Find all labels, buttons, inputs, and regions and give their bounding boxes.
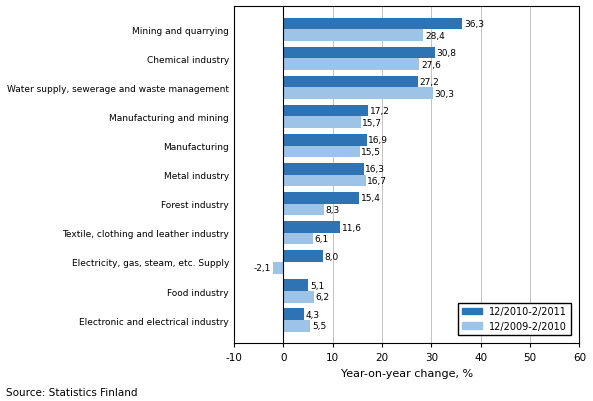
Text: 16,3: 16,3 [365, 165, 385, 174]
Bar [283, 233, 313, 245]
Bar [283, 164, 364, 175]
Bar [283, 320, 310, 332]
Bar [283, 48, 435, 59]
Bar [283, 175, 366, 187]
Bar [283, 105, 368, 117]
Text: 16,7: 16,7 [367, 176, 387, 186]
Bar [283, 291, 314, 303]
Bar [283, 279, 308, 291]
Text: Source: Statistics Finland: Source: Statistics Finland [6, 387, 138, 397]
Text: 27,2: 27,2 [419, 78, 439, 87]
X-axis label: Year-on-year change, %: Year-on-year change, % [340, 368, 473, 378]
Text: 8,3: 8,3 [326, 206, 340, 215]
Text: 5,1: 5,1 [310, 281, 324, 290]
Bar [283, 309, 304, 320]
Bar [283, 222, 340, 233]
Bar [283, 77, 417, 88]
Bar [283, 135, 366, 146]
Text: 4,3: 4,3 [306, 310, 320, 319]
Bar [283, 30, 423, 42]
Text: 30,8: 30,8 [437, 49, 457, 58]
Text: 11,6: 11,6 [342, 223, 362, 232]
Bar [283, 146, 360, 158]
Text: 6,1: 6,1 [315, 235, 329, 243]
Text: 8,0: 8,0 [324, 252, 339, 261]
Text: 28,4: 28,4 [425, 31, 445, 41]
Text: 17,2: 17,2 [369, 107, 390, 116]
Text: 15,7: 15,7 [362, 119, 382, 128]
Text: 36,3: 36,3 [464, 20, 484, 29]
Bar [273, 262, 283, 274]
Bar [283, 117, 361, 129]
Bar [283, 251, 323, 262]
Bar [283, 59, 419, 71]
Text: 15,4: 15,4 [361, 194, 381, 203]
Bar [283, 88, 433, 100]
Bar [283, 204, 324, 216]
Text: 15,5: 15,5 [361, 148, 381, 156]
Legend: 12/2010-2/2011, 12/2009-2/2010: 12/2010-2/2011, 12/2009-2/2010 [458, 303, 571, 335]
Bar [283, 18, 463, 30]
Text: 6,2: 6,2 [315, 293, 330, 302]
Text: 27,6: 27,6 [421, 61, 441, 69]
Bar [283, 192, 359, 204]
Text: 30,3: 30,3 [434, 89, 454, 99]
Text: -2,1: -2,1 [254, 263, 272, 273]
Text: 16,9: 16,9 [368, 136, 388, 145]
Text: 5,5: 5,5 [312, 322, 326, 330]
